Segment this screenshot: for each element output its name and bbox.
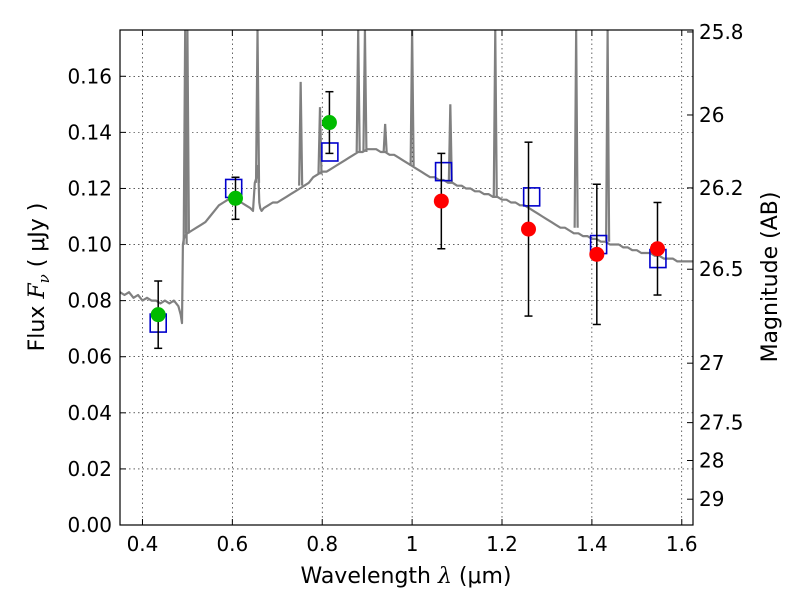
x-tick-label: 0.4 <box>127 532 159 556</box>
emission-line-spike <box>573 30 579 228</box>
x-tick-label: 1 <box>406 532 419 556</box>
y2-tick-label: 26.5 <box>699 257 744 281</box>
y-tick-label: 0.00 <box>67 513 112 537</box>
y2-tick-label: 28 <box>699 448 724 472</box>
y-axis-label: Flux Fν ( μJy ) <box>25 203 53 352</box>
y2-tick-label: 29 <box>699 487 724 511</box>
emission-line-spike <box>317 107 323 175</box>
y-tick-label: 0.08 <box>67 289 112 313</box>
y-axis-label-subscript: ν <box>35 274 53 283</box>
observed-point <box>433 193 449 209</box>
x-tick-label: 1.4 <box>576 532 608 556</box>
y-tick-label: 0.14 <box>67 120 112 144</box>
emission-line-spike <box>605 30 611 242</box>
y2-axis-label: Magnitude (AB) <box>758 192 783 363</box>
emission-line-spike <box>409 30 415 167</box>
x-tick-label: 0.8 <box>306 532 338 556</box>
y2-tick-label: 27.5 <box>699 411 744 435</box>
x-axis-label: Wavelength λ (μm) <box>300 564 511 589</box>
emission-line-spike <box>184 30 191 234</box>
model-spectrum-line <box>120 148 693 325</box>
x-axis-label-units: (μm) <box>452 564 512 589</box>
emission-line-spike <box>382 123 388 153</box>
y-tick-label: 0.12 <box>67 176 112 200</box>
y-tick-label: 0.04 <box>67 401 112 425</box>
emission-line-spike <box>492 30 498 197</box>
observed-point <box>321 115 337 131</box>
plot-frame <box>119 29 694 526</box>
model-photometry-square <box>434 161 453 182</box>
observed-point <box>649 241 665 257</box>
emission-line-spike <box>298 81 304 186</box>
observed-point <box>227 190 243 206</box>
model-photometry-square <box>522 187 541 207</box>
y-axis-label-symbol: F <box>25 283 50 300</box>
x-tick-label: 1.6 <box>666 532 698 556</box>
x-tick-label: 1.2 <box>486 532 518 556</box>
y-axis-label-units: ( μJy ) <box>25 203 50 275</box>
emission-line-spike <box>362 30 368 153</box>
observed-point <box>521 221 537 237</box>
emission-line-spike <box>447 104 453 183</box>
y2-tick-label: 26 <box>699 103 724 127</box>
y2-tick-label: 26.2 <box>699 176 744 200</box>
emission-line-spike <box>355 30 361 153</box>
plot-area <box>120 30 693 350</box>
y-axis-label-prefix: Flux <box>25 299 50 352</box>
observed-point <box>150 307 166 323</box>
y-tick-label: 0.06 <box>67 345 112 369</box>
y-tick-label: 0.02 <box>67 457 112 481</box>
y-tick-label: 0.10 <box>67 233 112 257</box>
emission-line-spike <box>254 30 261 183</box>
y2-tick-label: 25.8 <box>699 20 744 44</box>
x-axis-label-prefix: Wavelength <box>300 564 438 589</box>
x-axis-label-symbol: λ <box>437 564 452 589</box>
axis-ticks: 0.4 0.6 0.8 1 1.2 1.4 1.6 0.00 0.02 0.04 0.06 0.08 0… <box>67 20 743 556</box>
y-tick-label: 0.16 <box>67 64 112 88</box>
y2-tick-label: 27 <box>699 351 724 375</box>
observed-point <box>589 246 605 262</box>
x-tick-label: 0.6 <box>216 532 248 556</box>
